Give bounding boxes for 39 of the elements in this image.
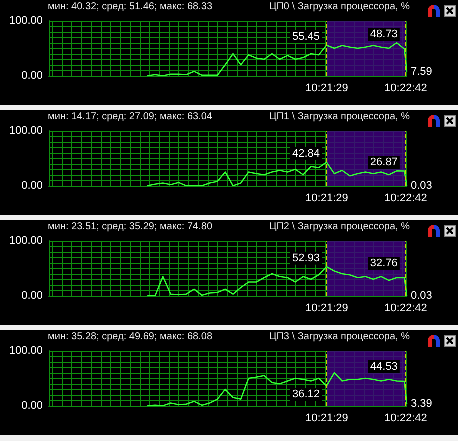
y-tick-label: 0.00	[22, 290, 43, 302]
annotation: 0.03	[411, 290, 432, 302]
annotation: 42.84	[292, 148, 320, 160]
annotation: 36.12	[292, 388, 320, 401]
annotation: 55.45	[292, 31, 320, 43]
x-tick-label: 10:22:42	[384, 412, 428, 424]
x-tick-label: 10:21:29	[306, 412, 348, 424]
chart-title: ЦП2 \ Загрузка процессора, %	[269, 222, 410, 232]
annotation: 3.39	[411, 398, 432, 410]
chart-title: ЦП3 \ Загрузка процессора, %	[269, 332, 410, 342]
y-tick-label: 100.00	[9, 235, 43, 247]
y-tick-label: 0.00	[22, 70, 43, 82]
y-tick-label: 0.00	[22, 400, 43, 412]
chart-subtitle: мин: 35.28; сред: 49.69; макс: 68.08	[48, 332, 213, 342]
y-tick-label: 0.00	[22, 180, 43, 192]
annotation: 26.87	[370, 156, 398, 169]
x-tick-label: 10:22:42	[384, 192, 428, 204]
x-tick-label: 10:21:29	[306, 192, 348, 204]
chart-subtitle: мин: 23.51; сред: 35.29; макс: 74.80	[48, 222, 213, 232]
line-series	[146, 42, 408, 77]
chart-subtitle: мин: 14.17; сред: 27.09; макс: 63.04	[48, 112, 213, 122]
chart-subtitle: мин: 40.32; сред: 51.46; макс: 68.33	[48, 2, 213, 12]
chart-title: ЦП1 \ Загрузка процессора, %	[269, 112, 410, 122]
y-tick-label: 100.00	[9, 125, 43, 137]
annotation: 44.53	[370, 361, 398, 374]
x-tick-label: 10:21:29	[306, 82, 348, 94]
line-series	[146, 266, 408, 297]
x-tick-label: 10:22:42	[384, 82, 428, 94]
annotation: 48.73	[370, 28, 398, 41]
x-tick-label: 10:21:29	[306, 302, 348, 314]
x-tick-label: 10:22:42	[384, 302, 428, 314]
annotation: 0.03	[411, 180, 432, 192]
y-tick-label: 100.00	[9, 345, 43, 357]
y-tick-label: 100.00	[9, 15, 43, 27]
chart-title: ЦП0 \ Загрузка процессора, %	[269, 2, 410, 12]
annotation: 7.59	[411, 66, 432, 78]
annotation: 32.76	[370, 257, 398, 270]
line-series	[146, 372, 408, 407]
annotation: 52.93	[292, 252, 320, 264]
